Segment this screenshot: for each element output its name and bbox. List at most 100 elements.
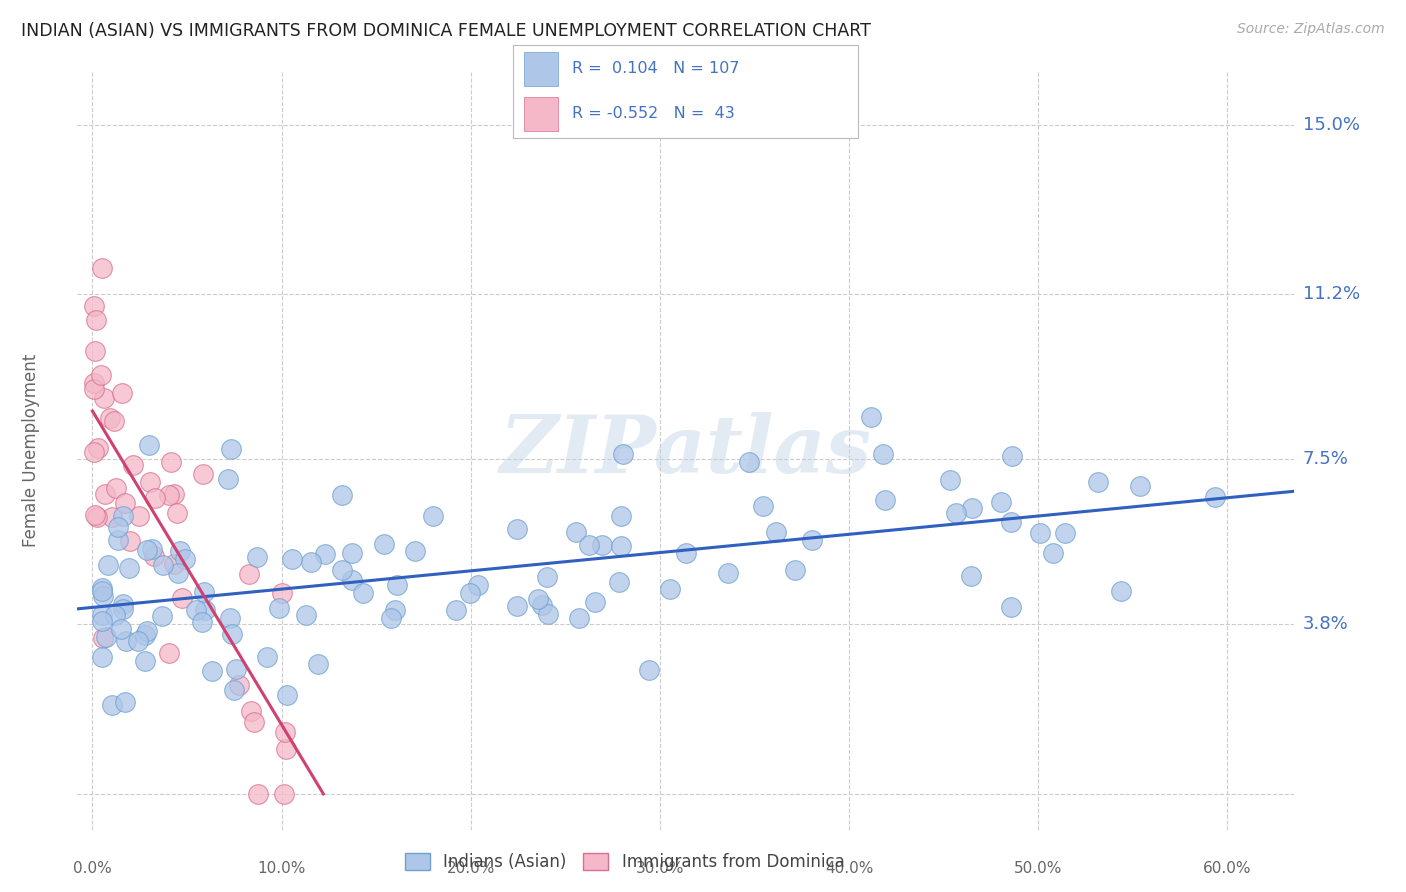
Point	[157, 646, 180, 660]
Point	[152, 558, 174, 573]
Point	[242, 714, 264, 729]
Point	[267, 600, 290, 615]
Text: 15.0%: 15.0%	[1303, 116, 1360, 134]
Point	[592, 538, 614, 552]
Point	[150, 609, 173, 624]
Point	[134, 627, 156, 641]
Point	[960, 501, 983, 516]
Point	[107, 533, 129, 547]
Point	[1042, 546, 1064, 560]
Point	[112, 601, 135, 615]
Text: R =  0.104   N = 107: R = 0.104 N = 107	[572, 62, 740, 77]
Point	[87, 441, 110, 455]
Point	[467, 578, 489, 592]
Point	[737, 454, 759, 468]
Text: INDIAN (ASIAN) VS IMMIGRANTS FROM DOMINICA FEMALE UNEMPLOYMENT CORRELATION CHART: INDIAN (ASIAN) VS IMMIGRANTS FROM DOMINI…	[21, 22, 870, 40]
Point	[1029, 525, 1052, 540]
Point	[531, 598, 554, 612]
Point	[385, 578, 408, 592]
Point	[225, 662, 247, 676]
Point	[658, 582, 681, 596]
Point	[1087, 475, 1109, 489]
Point	[84, 312, 107, 326]
Point	[83, 299, 105, 313]
Point	[872, 447, 894, 461]
Point	[136, 624, 159, 638]
Point	[141, 542, 163, 557]
Point	[1001, 449, 1024, 463]
Point	[444, 603, 467, 617]
Text: Female Unemployment: Female Unemployment	[22, 354, 41, 547]
Point	[90, 614, 112, 628]
Point	[139, 475, 162, 489]
Point	[114, 695, 136, 709]
Point	[675, 546, 697, 560]
Point	[990, 495, 1012, 509]
Text: Source: ZipAtlas.com: Source: ZipAtlas.com	[1237, 22, 1385, 37]
Text: 11.2%: 11.2%	[1303, 285, 1360, 303]
Point	[299, 555, 322, 569]
Point	[373, 537, 395, 551]
Text: 50.0%: 50.0%	[1014, 861, 1063, 876]
Text: 3.8%: 3.8%	[1303, 615, 1348, 633]
Point	[1109, 583, 1132, 598]
Text: 7.5%: 7.5%	[1303, 450, 1348, 468]
Point	[274, 742, 297, 756]
Point	[84, 344, 107, 359]
Point	[163, 557, 186, 571]
Point	[84, 508, 107, 523]
Point	[101, 510, 124, 524]
Point	[332, 563, 354, 577]
Point	[127, 634, 149, 648]
Point	[191, 467, 214, 481]
Point	[138, 438, 160, 452]
Point	[98, 411, 121, 425]
Bar	[523, 97, 558, 131]
Point	[717, 566, 740, 580]
Point	[583, 595, 606, 609]
Point	[274, 724, 297, 739]
Point	[939, 474, 962, 488]
Point	[221, 627, 243, 641]
Point	[276, 688, 298, 702]
Point	[256, 650, 278, 665]
Point	[163, 487, 186, 501]
Point	[97, 558, 120, 573]
Point	[578, 538, 600, 552]
Point	[783, 563, 806, 577]
Point	[110, 623, 132, 637]
Point	[1204, 490, 1226, 504]
Point	[564, 525, 586, 540]
Point	[219, 442, 242, 457]
Point	[960, 569, 983, 583]
Point	[173, 551, 195, 566]
Text: R = -0.552   N =  43: R = -0.552 N = 43	[572, 106, 734, 121]
Point	[422, 508, 444, 523]
Text: 0.0%: 0.0%	[73, 861, 112, 876]
Point	[103, 414, 125, 428]
Point	[115, 633, 138, 648]
Point	[117, 560, 139, 574]
Point	[609, 508, 631, 523]
Point	[90, 260, 112, 275]
Point	[86, 509, 108, 524]
Point	[873, 492, 896, 507]
Point	[90, 608, 112, 623]
Point	[384, 603, 406, 617]
Point	[93, 391, 115, 405]
Point	[190, 615, 212, 629]
Point	[143, 491, 166, 505]
Point	[101, 698, 124, 712]
Point	[537, 607, 560, 621]
Point	[340, 574, 363, 588]
Point	[458, 586, 481, 600]
Point	[134, 654, 156, 668]
Point	[107, 520, 129, 534]
Point	[169, 544, 191, 558]
Legend: Indians (Asian), Immigrants from Dominica: Indians (Asian), Immigrants from Dominic…	[398, 847, 851, 878]
Point	[193, 584, 215, 599]
Point	[91, 590, 114, 604]
Point	[105, 481, 128, 495]
Point	[166, 506, 188, 520]
Point	[172, 591, 194, 605]
